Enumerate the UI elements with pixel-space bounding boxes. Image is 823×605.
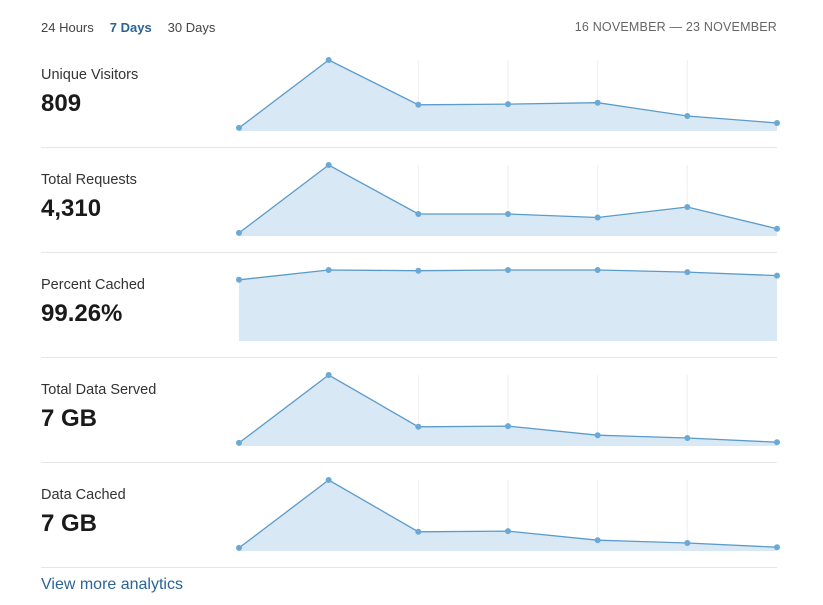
sparkline-point[interactable] xyxy=(684,435,691,441)
sparkline-point[interactable] xyxy=(505,528,511,535)
sparkline-point[interactable] xyxy=(505,423,511,430)
sparkline-point[interactable] xyxy=(594,432,601,439)
sparkline-point[interactable] xyxy=(594,99,601,106)
sparkline-unique-visitors xyxy=(236,57,780,131)
sparkline-point[interactable] xyxy=(415,267,422,274)
sparkline-point[interactable] xyxy=(325,372,332,378)
time-range-bar: 24 Hours 7 Days 30 Days 16 NOVEMBER — 23… xyxy=(41,18,777,36)
metric-data-cached: Data Cached 7 GB xyxy=(41,463,780,568)
sparkline-point[interactable] xyxy=(236,544,242,551)
sparkline-point[interactable] xyxy=(774,439,780,446)
sparkline-point[interactable] xyxy=(236,439,242,446)
metric-value: 99.26% xyxy=(41,300,123,327)
sparkline-point[interactable] xyxy=(774,120,780,126)
metric-total-data-served: Total Data Served 7 GB xyxy=(41,358,780,463)
sparkline-point[interactable] xyxy=(684,540,691,546)
sparkline-point[interactable] xyxy=(684,113,691,119)
sparkline-point[interactable] xyxy=(325,267,332,273)
sparkline-point[interactable] xyxy=(505,267,511,273)
sparkline-point[interactable] xyxy=(415,423,422,430)
sparkline-point[interactable] xyxy=(774,544,780,551)
sparkline-point[interactable] xyxy=(684,269,691,276)
sparkline-point[interactable] xyxy=(236,124,242,131)
sparkline-point[interactable] xyxy=(236,229,242,236)
sparkline-area xyxy=(239,270,777,341)
metric-label: Percent Cached xyxy=(41,277,145,293)
sparkline-data-cached xyxy=(236,477,780,551)
sparkline-point[interactable] xyxy=(325,162,332,168)
sparkline-point[interactable] xyxy=(325,57,332,63)
sparkline-area xyxy=(239,165,777,236)
sparkline-point[interactable] xyxy=(594,267,601,273)
metric-label: Unique Visitors xyxy=(41,67,139,83)
date-range: 16 NOVEMBER — 23 NOVEMBER xyxy=(574,20,777,34)
tab-24-hours[interactable]: 24 Hours xyxy=(41,19,94,35)
sparkline-area xyxy=(239,60,777,131)
sparkline-point[interactable] xyxy=(774,225,780,232)
metric-value: 7 GB xyxy=(41,405,98,432)
sparkline-area xyxy=(239,480,777,551)
tab-7-days[interactable]: 7 Days xyxy=(109,19,152,35)
metrics-list: Unique Visitors 809 Total Requests 4,310… xyxy=(41,43,780,568)
tab-30-days[interactable]: 30 Days xyxy=(167,19,216,35)
sparkline-point[interactable] xyxy=(774,272,780,279)
metric-unique-visitors: Unique Visitors 809 xyxy=(41,43,780,148)
sparkline-point[interactable] xyxy=(325,477,332,483)
sparkline-point[interactable] xyxy=(415,101,422,108)
metric-percent-cached: Percent Cached 99.26% xyxy=(41,253,780,358)
sparkline-total-data-served xyxy=(236,372,780,446)
view-more-analytics-link[interactable]: View more analytics xyxy=(41,576,183,593)
metric-value: 4,310 xyxy=(41,195,102,222)
sparkline-point[interactable] xyxy=(415,528,422,535)
metric-value: 809 xyxy=(41,90,82,117)
sparkline-point[interactable] xyxy=(505,101,511,108)
sparkline-total-requests xyxy=(236,162,780,236)
sparkline-area xyxy=(239,375,777,446)
sparkline-percent-cached xyxy=(236,267,780,341)
metric-total-requests: Total Requests 4,310 xyxy=(41,148,780,253)
metric-label: Total Requests xyxy=(41,172,137,188)
sparkline-point[interactable] xyxy=(505,211,511,217)
metric-value: 7 GB xyxy=(41,510,98,537)
sparkline-point[interactable] xyxy=(236,276,242,283)
sparkline-point[interactable] xyxy=(415,211,422,217)
sparkline-point[interactable] xyxy=(594,214,601,221)
metric-label: Total Data Served xyxy=(41,382,157,398)
sparkline-point[interactable] xyxy=(594,537,601,544)
sparkline-point[interactable] xyxy=(684,204,691,210)
metric-label: Data Cached xyxy=(41,487,126,503)
